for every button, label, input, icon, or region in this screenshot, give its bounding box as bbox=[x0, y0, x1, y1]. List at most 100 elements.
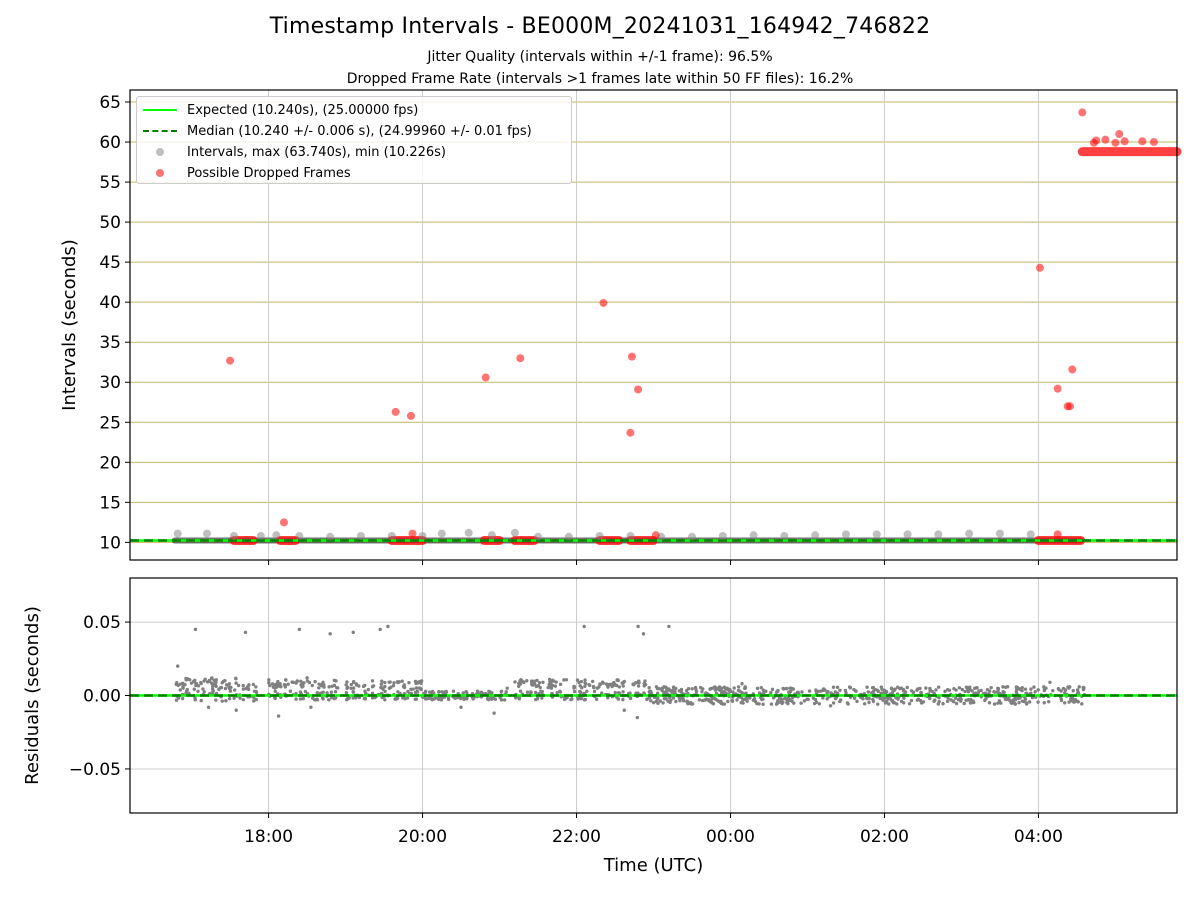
residual-point bbox=[583, 681, 588, 686]
dropped-point bbox=[1078, 108, 1087, 117]
residual-point bbox=[403, 697, 407, 701]
residual-point bbox=[647, 686, 651, 690]
residual-point bbox=[391, 684, 396, 688]
residual-point bbox=[585, 689, 589, 694]
residual-point bbox=[279, 685, 283, 689]
residual-point bbox=[871, 697, 875, 702]
residual-point bbox=[214, 680, 218, 684]
residual-point bbox=[785, 686, 789, 691]
interval-point bbox=[437, 529, 446, 538]
residual-point bbox=[558, 682, 563, 687]
residual-point bbox=[294, 681, 298, 685]
residual-point bbox=[243, 630, 248, 635]
residual-point bbox=[297, 627, 302, 632]
y-tick-label: 45 bbox=[99, 253, 121, 273]
y-tick-label: 15 bbox=[99, 493, 121, 513]
residual-point bbox=[349, 682, 353, 687]
residual-point bbox=[379, 682, 384, 687]
interval-point bbox=[687, 532, 696, 541]
residual-point bbox=[321, 697, 325, 701]
residual-point bbox=[936, 685, 941, 689]
residual-point bbox=[315, 691, 320, 695]
residual-point bbox=[328, 632, 332, 636]
residual-point bbox=[451, 689, 456, 693]
residual-point bbox=[345, 680, 349, 684]
residual-point bbox=[720, 686, 724, 691]
residual-point bbox=[664, 697, 668, 701]
dropped-point bbox=[626, 428, 635, 437]
residual-point bbox=[786, 701, 790, 706]
residual-point bbox=[655, 686, 660, 691]
residual-point bbox=[664, 689, 669, 693]
residual-point bbox=[351, 690, 356, 694]
residual-point bbox=[780, 697, 784, 702]
residual-point bbox=[351, 680, 356, 684]
residual-point bbox=[895, 702, 899, 706]
legend-intervals-swatch bbox=[156, 148, 164, 156]
residual-point bbox=[298, 697, 303, 701]
residual-point bbox=[700, 690, 704, 694]
residual-point bbox=[504, 690, 508, 694]
residual-point bbox=[533, 690, 538, 695]
dropped-point bbox=[408, 529, 417, 538]
interval-point bbox=[564, 532, 573, 541]
residual-point bbox=[1036, 688, 1040, 692]
residual-point bbox=[327, 698, 331, 702]
residual-point bbox=[622, 679, 627, 684]
chart-subtitle-dropped: Dropped Frame Rate (intervals >1 frames … bbox=[346, 71, 854, 87]
residual-point bbox=[957, 686, 962, 690]
residual-point bbox=[901, 701, 906, 705]
residual-point bbox=[655, 691, 660, 695]
dropped-point bbox=[406, 411, 415, 420]
interval-point bbox=[256, 531, 265, 540]
interval-point bbox=[272, 531, 281, 540]
residual-point bbox=[224, 683, 229, 687]
residual-point bbox=[310, 683, 314, 688]
residual-point bbox=[769, 690, 773, 695]
residual-point bbox=[791, 687, 795, 691]
residual-point bbox=[946, 696, 950, 700]
legend-dropped-label: Possible Dropped Frames bbox=[187, 165, 351, 181]
residual-point bbox=[354, 696, 358, 700]
residual-point bbox=[588, 683, 592, 688]
x-tick-label: 18:00 bbox=[244, 827, 293, 847]
residual-point bbox=[636, 624, 640, 629]
residual-point bbox=[783, 695, 787, 700]
residual-point bbox=[370, 679, 375, 683]
legend-expected-swatch bbox=[143, 109, 177, 111]
x-tick-label: 02:00 bbox=[860, 827, 909, 847]
y-tick-label: 0.05 bbox=[83, 613, 121, 633]
residual-point bbox=[371, 684, 376, 688]
residual-point bbox=[777, 696, 782, 700]
residual-point bbox=[743, 686, 748, 690]
residual-point bbox=[319, 683, 324, 688]
interval-point bbox=[934, 530, 943, 539]
legend-item-intervals: Intervals, max (63.740s), min (10.226s) bbox=[143, 142, 446, 162]
residual-point bbox=[351, 686, 356, 690]
residual-point bbox=[288, 689, 293, 693]
plot-frame bbox=[129, 577, 1178, 814]
residual-point bbox=[174, 682, 178, 686]
residual-point bbox=[928, 686, 932, 691]
dropped-point bbox=[481, 373, 490, 382]
residual-point bbox=[518, 682, 523, 686]
residual-point bbox=[492, 711, 496, 715]
residual-point bbox=[674, 699, 678, 704]
residual-point bbox=[1032, 685, 1036, 689]
residual-point bbox=[291, 680, 295, 685]
residual-point bbox=[1017, 700, 1021, 705]
residual-point bbox=[1077, 685, 1081, 689]
residual-point bbox=[641, 632, 646, 636]
residual-point bbox=[540, 690, 544, 695]
residual-point bbox=[234, 676, 238, 681]
residual-point bbox=[636, 684, 641, 688]
residual-point bbox=[580, 686, 584, 690]
residual-point bbox=[987, 689, 992, 693]
residual-point bbox=[778, 700, 783, 704]
residual-point bbox=[479, 690, 484, 694]
residual-point bbox=[951, 699, 955, 703]
residual-point bbox=[386, 624, 390, 629]
residual-point bbox=[668, 700, 672, 705]
residual-point bbox=[366, 687, 371, 692]
residual-point bbox=[184, 689, 189, 694]
